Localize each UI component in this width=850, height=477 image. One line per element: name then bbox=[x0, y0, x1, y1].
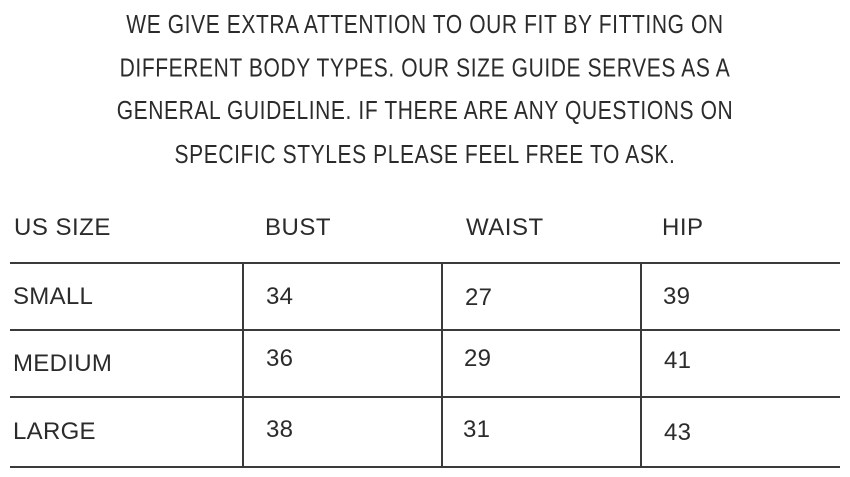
header-bust: BUST bbox=[265, 214, 332, 241]
divider bbox=[10, 262, 840, 264]
bust-cell: 34 bbox=[266, 283, 294, 310]
header-us-size: US SIZE bbox=[14, 214, 111, 241]
bust-cell: 36 bbox=[266, 345, 294, 372]
divider bbox=[441, 263, 443, 468]
size-cell: LARGE bbox=[13, 418, 96, 445]
intro-line: SPECIFIC STYLES PLEASE FEEL FREE TO ASK. bbox=[174, 139, 676, 169]
hip-cell: 39 bbox=[663, 283, 691, 310]
divider bbox=[242, 263, 244, 468]
intro-line: GENERAL GUIDELINE. IF THERE ARE ANY QUES… bbox=[116, 96, 734, 126]
hip-cell: 43 bbox=[664, 419, 692, 446]
waist-cell: 27 bbox=[465, 284, 493, 311]
divider bbox=[10, 329, 840, 331]
divider bbox=[640, 263, 642, 468]
waist-cell: 31 bbox=[463, 416, 491, 443]
size-cell: MEDIUM bbox=[13, 350, 113, 377]
header-hip: HIP bbox=[662, 214, 704, 241]
waist-cell: 29 bbox=[464, 345, 492, 372]
intro-text: WE GIVE EXTRA ATTENTION TO OUR FIT BY FI… bbox=[0, 4, 850, 177]
header-waist: WAIST bbox=[466, 214, 544, 241]
hip-cell: 41 bbox=[664, 347, 692, 374]
intro-line: WE GIVE EXTRA ATTENTION TO OUR FIT BY FI… bbox=[126, 10, 724, 39]
divider bbox=[10, 396, 840, 398]
divider bbox=[10, 466, 840, 468]
size-cell: SMALL bbox=[13, 283, 94, 310]
bust-cell: 38 bbox=[266, 416, 294, 443]
intro-line: DIFFERENT BODY TYPES. OUR SIZE GUIDE SER… bbox=[119, 53, 731, 83]
